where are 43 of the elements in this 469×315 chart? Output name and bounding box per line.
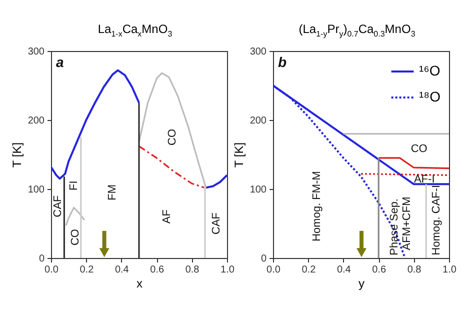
annotation: CAF <box>52 194 64 218</box>
annotation: Phase Sep. <box>388 198 400 256</box>
y-tick-label: 0 <box>38 254 45 264</box>
x-tick-label: 0.8 <box>407 264 422 276</box>
y-axis-title: T [K] <box>10 142 24 168</box>
y-tick-label: 200 <box>250 116 267 126</box>
chart-title: La$_{1-x}$Ca$_{x}$MnO$_{3}$ <box>96 22 174 40</box>
annotation: b <box>278 54 287 70</box>
y-tick-label: 100 <box>28 184 45 196</box>
x-tick-label: 0.4 <box>336 264 352 276</box>
y-tick-label: 300 <box>28 46 45 58</box>
annotation: AF-I <box>414 173 435 186</box>
annotation: CO <box>70 228 82 246</box>
x-tick-label: 0.4 <box>114 264 130 276</box>
annotation: AF <box>161 209 174 224</box>
y-tick-label: 200 <box>28 116 45 126</box>
y-axis-title: T [K] <box>232 142 246 168</box>
annotation: CAF <box>210 212 222 234</box>
x-axis-title: x <box>136 276 142 290</box>
y-tick-label: 100 <box>250 184 267 196</box>
annotation: FM <box>106 184 119 200</box>
annotation: CO <box>166 128 178 146</box>
y-tick-label: 0 <box>260 254 267 264</box>
x-tick-label: 1.0 <box>220 264 235 276</box>
x-tick-label: 0.2 <box>302 264 316 276</box>
annotation: FI <box>68 180 80 190</box>
x-tick-label: 0.2 <box>80 264 94 276</box>
annotation: a <box>56 54 64 70</box>
x-axis-title: y <box>358 276 364 290</box>
legend-label: ¹⁸O <box>419 88 441 104</box>
x-tick-label: 0.6 <box>150 264 164 276</box>
x-tick-label: 0.0 <box>44 264 59 276</box>
y-tick-label: 300 <box>250 46 267 58</box>
annotation: Homog. CAF-I <box>430 184 443 256</box>
x-tick-label: 0.0 <box>266 264 281 276</box>
x-tick-label: 1.0 <box>442 264 457 276</box>
annotation: AFM+CFM <box>400 196 413 250</box>
annotation: CO <box>410 142 428 155</box>
chart-title: (La$_{1-y}$Pr$_{y}$)$_{0.7}$Ca$_{0.3}$MnO$_{3}$ <box>298 22 416 38</box>
annotation: Homog. FM-M <box>311 171 323 242</box>
x-tick-label: 0.6 <box>372 264 386 276</box>
x-tick-label: 0.8 <box>185 264 200 276</box>
legend-label: ¹⁶O <box>419 62 440 78</box>
